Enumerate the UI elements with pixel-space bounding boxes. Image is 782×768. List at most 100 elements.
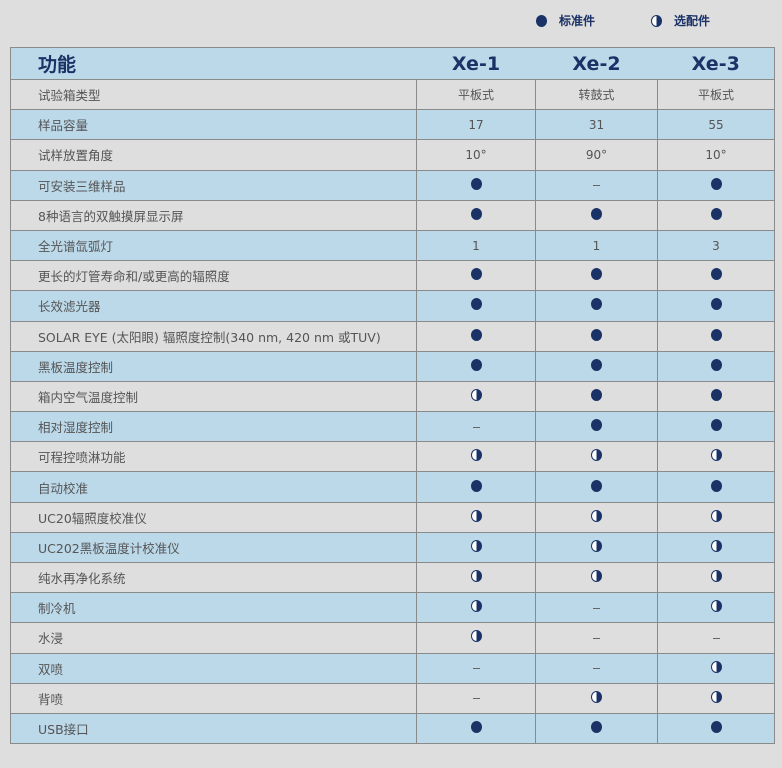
legend: 标准件 选配件 (536, 12, 710, 29)
cell-xe-2: 转鼓式 (535, 78, 658, 111)
legend-standard: 标准件 (536, 12, 595, 29)
filled-circle-icon (470, 479, 482, 492)
cell-xe-1: 1 (416, 229, 536, 262)
dash-icon (593, 637, 600, 639)
cell-xe-2 (535, 682, 658, 714)
cell-xe-2 (535, 592, 658, 624)
cell-xe-3 (657, 712, 775, 745)
cell-xe-3 (657, 290, 775, 322)
dash-icon (593, 607, 600, 609)
filled-circle-icon (591, 328, 602, 341)
dash-icon (472, 698, 480, 700)
feature-name: 背喷 (10, 682, 417, 714)
filled-circle-icon (591, 419, 602, 432)
feature-name: 相对湿度控制 (10, 411, 417, 443)
filled-circle-icon (470, 207, 482, 220)
filled-circle-icon (710, 177, 722, 190)
table-row: 可程控喷淋功能 (10, 441, 775, 473)
cell-xe-3 (657, 380, 775, 413)
table-row: 双喷 (10, 652, 775, 684)
feature-name: 双喷 (10, 652, 417, 684)
table-row: 更长的灯管寿命和/或更高的辐照度 (10, 260, 775, 292)
half-circle-icon (591, 509, 602, 522)
feature-name: 制冷机 (10, 592, 417, 624)
filled-circle-icon (470, 328, 482, 341)
cell-xe-1: 10° (416, 139, 536, 171)
model-header-xe-1: Xe-1 (416, 47, 536, 80)
model-header-xe-3: Xe-3 (657, 47, 775, 80)
filled-circle-icon (710, 207, 722, 220)
cell-xe-3 (657, 652, 775, 684)
feature-comparison-table: 功能 Xe-1 Xe-2 Xe-3 试验箱类型 平板式 转鼓式 平板式 样品容量 17 31… (10, 47, 775, 745)
filled-circle-icon (710, 328, 722, 341)
filled-circle-icon (710, 298, 722, 311)
table-row: 长效滤光器 (10, 290, 775, 322)
model-header-xe-2: Xe-2 (535, 47, 658, 80)
filled-circle-icon (470, 298, 482, 311)
dash-icon (712, 637, 720, 639)
filled-circle-icon (591, 268, 602, 281)
cell-xe-1 (416, 441, 536, 473)
table-row: 自动校准 (10, 471, 775, 503)
feature-name: UC202黑板温度计校准仪 (10, 531, 417, 564)
cell-xe-3 (657, 199, 775, 231)
feature-name: 全光谱氙弧灯 (10, 229, 417, 262)
cell-xe-2 (535, 320, 658, 352)
feature-name: 自动校准 (10, 471, 417, 503)
cell-xe-2: 1 (535, 229, 658, 262)
filled-circle-icon (470, 721, 482, 734)
table-row: 黑板温度控制 (10, 350, 775, 382)
cell-xe-3 (657, 260, 775, 292)
cell-xe-3: 10° (657, 139, 775, 171)
filled-circle-icon (710, 358, 722, 371)
table-row: 制冷机 (10, 592, 775, 624)
feature-name: 黑板温度控制 (10, 350, 417, 382)
cell-xe-1 (416, 622, 536, 654)
half-circle-icon (470, 449, 482, 462)
feature-name: 箱内空气温度控制 (10, 380, 417, 413)
half-circle-icon (710, 449, 722, 462)
half-circle-icon (651, 14, 663, 27)
cell-xe-3 (657, 411, 775, 443)
half-circle-icon (470, 509, 482, 522)
cell-xe-3 (657, 350, 775, 382)
feature-name: UC20辐照度校准仪 (10, 501, 417, 533)
cell-xe-1: 17 (416, 109, 536, 141)
feature-name: SOLAR EYE (太阳眼) 辐照度控制(340 nm, 420 nm 或TU… (10, 320, 417, 352)
half-circle-icon (710, 570, 722, 583)
feature-name: 可安装三维样品 (10, 169, 417, 201)
legend-standard-label: 标准件 (559, 14, 596, 28)
cell-xe-2 (535, 471, 658, 503)
cell-xe-1: 平板式 (416, 78, 536, 111)
cell-xe-2 (535, 199, 658, 231)
table-row: SOLAR EYE (太阳眼) 辐照度控制(340 nm, 420 nm 或TU… (10, 320, 775, 352)
table-row: 8种语言的双触摸屏显示屏 (10, 199, 775, 231)
filled-circle-icon (591, 479, 602, 492)
feature-name: 纯水再净化系统 (10, 561, 417, 594)
feature-name: 试验箱类型 (10, 78, 417, 111)
dash-icon (472, 668, 480, 670)
half-circle-icon (470, 570, 482, 583)
half-circle-icon (470, 539, 482, 552)
cell-xe-2 (535, 350, 658, 382)
filled-circle-icon (470, 268, 482, 281)
dash-icon (593, 668, 600, 670)
filled-circle-icon (710, 268, 722, 281)
cell-xe-1 (416, 652, 536, 684)
filled-circle-icon (591, 388, 602, 401)
feature-name: 长效滤光器 (10, 290, 417, 322)
table-row: 箱内空气温度控制 (10, 380, 775, 413)
feature-name: USB接口 (10, 712, 417, 745)
cell-xe-2 (535, 561, 658, 594)
cell-xe-2 (535, 260, 658, 292)
filled-circle-icon (591, 358, 602, 371)
cell-xe-2: 31 (535, 109, 658, 141)
cell-xe-3 (657, 169, 775, 201)
cell-xe-2 (535, 441, 658, 473)
feature-column-header: 功能 (10, 47, 417, 80)
feature-name: 水浸 (10, 622, 417, 654)
cell-xe-1 (416, 290, 536, 322)
filled-circle-icon (470, 177, 482, 190)
cell-xe-3 (657, 682, 775, 714)
cell-xe-2 (535, 411, 658, 443)
